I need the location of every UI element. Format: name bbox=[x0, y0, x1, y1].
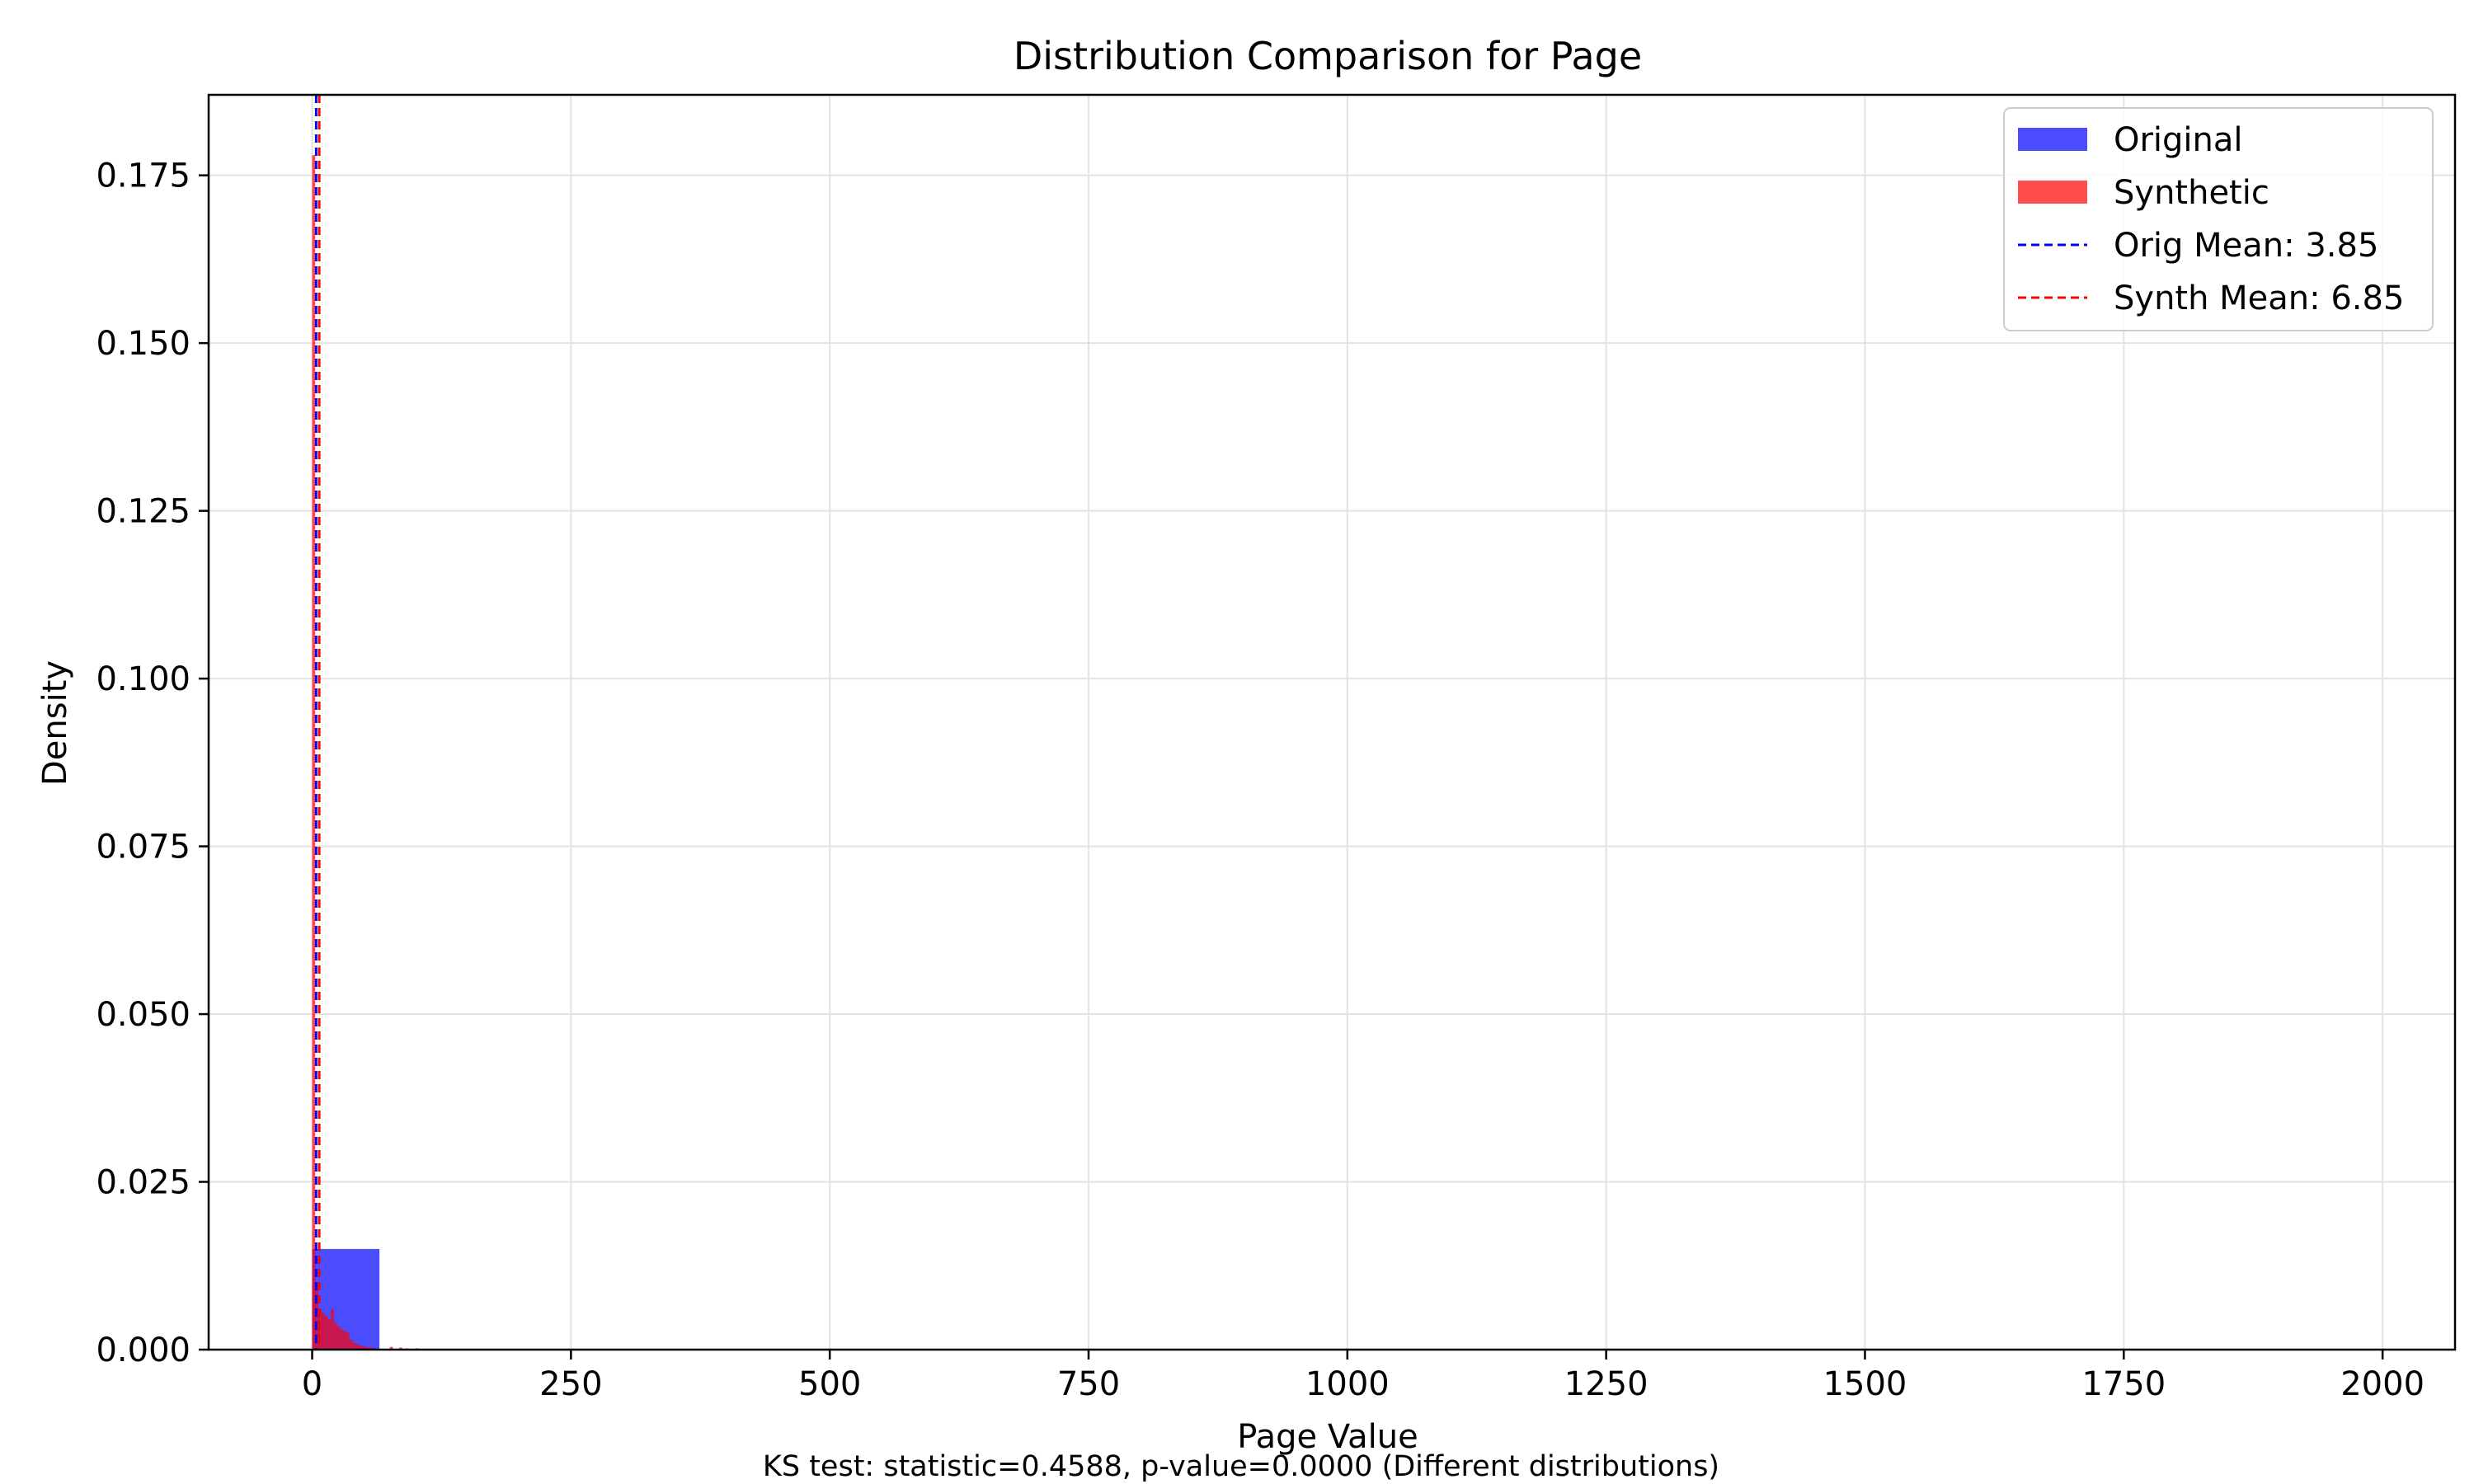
bars bbox=[312, 155, 430, 1350]
x-tick-label: 1500 bbox=[1823, 1365, 1907, 1403]
synthetic-bar bbox=[361, 1345, 365, 1350]
x-tick-label: 1750 bbox=[2081, 1365, 2166, 1403]
x-tick-label: 750 bbox=[1057, 1365, 1120, 1403]
synthetic-bar bbox=[352, 1342, 356, 1350]
synthetic-bar bbox=[312, 155, 316, 1350]
synthetic-bar bbox=[346, 1332, 350, 1350]
synthetic-bar bbox=[321, 1313, 325, 1350]
legend-swatch-original bbox=[2018, 128, 2087, 151]
synthetic-bar bbox=[327, 1319, 332, 1350]
synthetic-bar bbox=[340, 1329, 344, 1350]
synthetic-bar bbox=[333, 1322, 337, 1350]
y-tick-label: 0.075 bbox=[96, 829, 190, 866]
x-tick-label: 250 bbox=[539, 1365, 602, 1403]
x-tick-label: 0 bbox=[302, 1365, 322, 1403]
synthetic-bar bbox=[349, 1339, 353, 1350]
ks-test-annotation: KS test: statistic=0.4588, p-value=0.000… bbox=[763, 1450, 1719, 1483]
synthetic-bar bbox=[331, 1309, 334, 1350]
legend-label-synth-mean: Synth Mean: 6.85 bbox=[2114, 279, 2404, 317]
synthetic-bar bbox=[324, 1316, 328, 1350]
legend-box bbox=[2003, 107, 2434, 331]
legend-label-synthetic: Synthetic bbox=[2114, 174, 2269, 212]
mean-lines bbox=[314, 95, 321, 1350]
x-tick-label: 500 bbox=[798, 1365, 861, 1403]
chart-title: Distribution Comparison for Page bbox=[1014, 34, 1642, 78]
y-tick-label: 0.050 bbox=[96, 996, 190, 1034]
synthetic-bar bbox=[359, 1345, 362, 1350]
legend-swatch-synthetic bbox=[2018, 181, 2087, 204]
synthetic-bar bbox=[389, 1346, 393, 1350]
y-axis-label: Density bbox=[36, 660, 74, 786]
x-axis-ticks: 0 250 500 750 1000 1250 1500 1750 2000 bbox=[302, 1350, 2425, 1403]
y-tick-label: 0.175 bbox=[96, 157, 190, 195]
y-tick-label: 0.150 bbox=[96, 325, 190, 363]
x-tick-label: 1000 bbox=[1305, 1365, 1390, 1403]
y-axis-ticks: 0.000 0.025 0.050 0.075 0.100 0.125 0.150 0.175 bbox=[96, 157, 209, 1369]
plot-frame bbox=[207, 93, 2457, 1351]
legend-label-original: Original bbox=[2114, 121, 2243, 159]
synthetic-bar bbox=[343, 1331, 346, 1350]
y-tick-label: 0.000 bbox=[96, 1331, 190, 1369]
x-axis-label: Page Value bbox=[1237, 1418, 1418, 1456]
x-tick-label: 1250 bbox=[1564, 1365, 1649, 1403]
y-tick-label: 0.125 bbox=[96, 493, 190, 531]
legend-label-orig-mean: Orig Mean: 3.85 bbox=[2114, 227, 2378, 265]
y-tick-label: 0.100 bbox=[96, 660, 190, 698]
synthetic-bar bbox=[355, 1344, 360, 1350]
legend: Original Synthetic Orig Mean: 3.85 Synth Me… bbox=[2003, 107, 2434, 331]
synthetic-bar bbox=[336, 1326, 341, 1350]
x-tick-label: 2000 bbox=[2340, 1365, 2425, 1403]
synthetic-bar bbox=[365, 1346, 369, 1350]
y-tick-label: 0.025 bbox=[96, 1164, 190, 1202]
